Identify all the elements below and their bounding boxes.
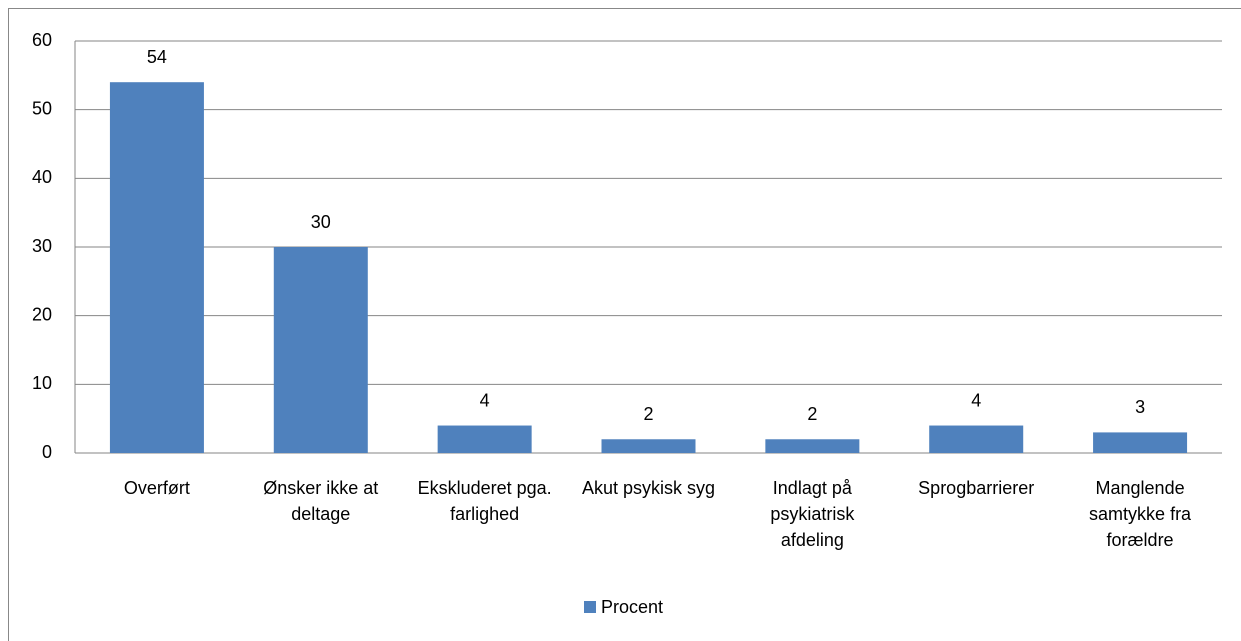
x-tick-label: Sprogbarrierer <box>918 478 1035 498</box>
x-tick-label: Manglende samtykke fra forældre <box>1089 478 1192 550</box>
value-label: 54 <box>147 47 167 67</box>
x-tick-label: Ekskluderet pga. farlighed <box>417 478 552 524</box>
x-tick-label: Indlagt på psykiatrisk afdeling <box>770 478 855 550</box>
x-tick-label: Overført <box>123 478 190 498</box>
value-label: 3 <box>1135 397 1145 417</box>
legend-label: Procent <box>601 597 663 617</box>
y-tick-label: 50 <box>32 98 52 118</box>
value-label: 2 <box>807 404 817 424</box>
y-tick-label: 40 <box>32 167 52 187</box>
value-label: 2 <box>643 404 653 424</box>
value-label: 4 <box>480 390 490 410</box>
y-tick-label: 30 <box>32 236 52 256</box>
y-tick-label: 10 <box>32 373 52 393</box>
bar <box>437 425 532 453</box>
y-tick-label: 0 <box>42 442 52 462</box>
x-tick-label: Akut psykisk syg <box>581 478 716 498</box>
value-label: 4 <box>971 390 981 410</box>
y-tick-label: 20 <box>32 304 52 324</box>
value-label: 30 <box>311 212 331 232</box>
bar <box>601 439 696 453</box>
chart-border <box>8 8 1241 641</box>
x-tick-label: Ønsker ikke at deltage <box>263 478 379 524</box>
legend-swatch <box>584 601 596 613</box>
bar <box>1093 432 1188 453</box>
bar <box>109 82 204 453</box>
bar <box>929 425 1024 453</box>
y-tick-label: 60 <box>32 30 52 50</box>
bar <box>273 247 368 453</box>
bar <box>765 439 860 453</box>
